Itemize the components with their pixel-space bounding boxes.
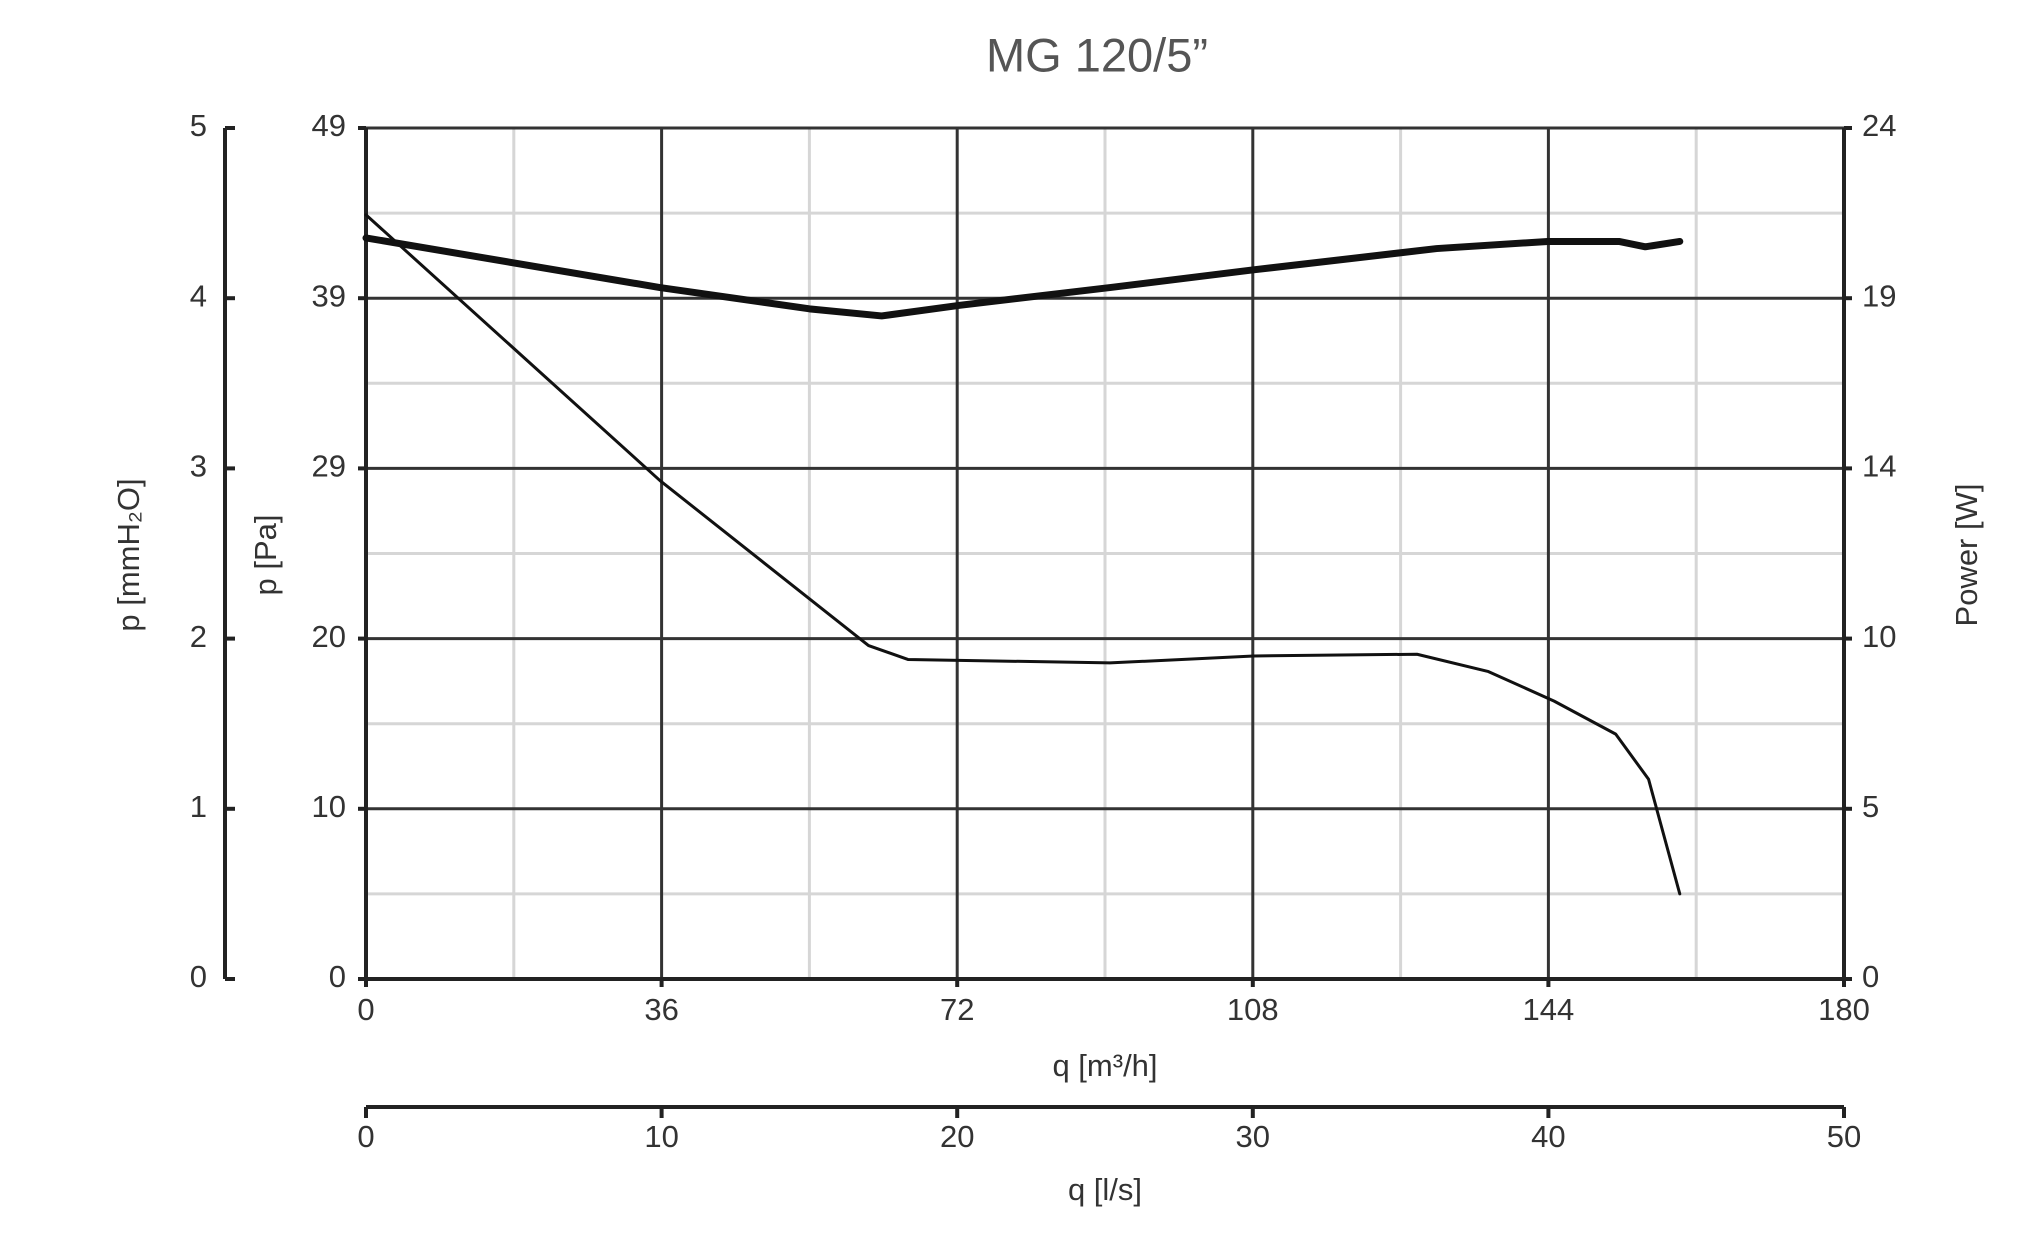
chart-title: MG 120/5” <box>986 28 1208 81</box>
y3-axis-title: p [mmH₂O] <box>111 478 146 631</box>
x-axis-title: q [m³/h] <box>1052 1048 1157 1083</box>
x-tick-label: 72 <box>940 992 974 1027</box>
y3-tick-label: 5 <box>190 108 207 143</box>
x-tick-label: 0 <box>357 992 374 1027</box>
x-tick-label: 180 <box>1818 992 1870 1027</box>
y2-tick-label: 10 <box>1862 619 1896 654</box>
y3-tick-label: 3 <box>190 449 207 484</box>
x2-tick-label: 10 <box>644 1119 678 1154</box>
y2-tick-label: 5 <box>1862 789 1879 824</box>
power-line <box>362 234 1684 320</box>
y2-tick-label: 19 <box>1862 278 1896 313</box>
x2-tick-label: 20 <box>940 1119 974 1154</box>
y-tick-label: 29 <box>312 449 346 484</box>
x2-tick-label: 0 <box>357 1119 374 1154</box>
x-tick-label: 144 <box>1523 992 1575 1027</box>
y-tick-label: 0 <box>329 959 346 994</box>
x2-tick-label: 40 <box>1531 1119 1565 1154</box>
y2-tick-label: 14 <box>1862 449 1896 484</box>
x-tick-label: 108 <box>1227 992 1279 1027</box>
y2-axis-title: Power [W] <box>1949 484 1984 627</box>
y-tick-label: 49 <box>312 108 346 143</box>
y-tick-label: 10 <box>312 789 346 824</box>
y-tick-label: 39 <box>312 278 346 313</box>
y-axis-title: p [Pa] <box>248 515 283 596</box>
y3-tick-label: 2 <box>190 619 207 654</box>
x2-axis-title: q [l/s] <box>1068 1172 1142 1207</box>
y2-tick-label: 0 <box>1862 959 1879 994</box>
x2-tick-label: 30 <box>1236 1119 1270 1154</box>
x-tick-label: 36 <box>644 992 678 1027</box>
y2-tick-label: 24 <box>1862 108 1896 143</box>
y-tick-label: 20 <box>312 619 346 654</box>
y3-tick-label: 4 <box>190 278 207 313</box>
pressure-line <box>364 213 1682 896</box>
y3-tick-label: 0 <box>190 959 207 994</box>
y3-tick-label: 1 <box>190 789 207 824</box>
x2-tick-label: 50 <box>1827 1119 1861 1154</box>
